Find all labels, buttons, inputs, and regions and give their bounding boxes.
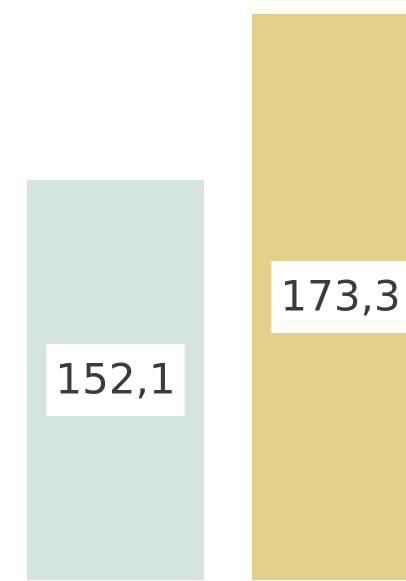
value-label-box [271, 261, 406, 333]
value-label: 152,1 [55, 354, 175, 403]
value-label: 173,3 [280, 272, 400, 321]
value-label-box [46, 343, 185, 416]
